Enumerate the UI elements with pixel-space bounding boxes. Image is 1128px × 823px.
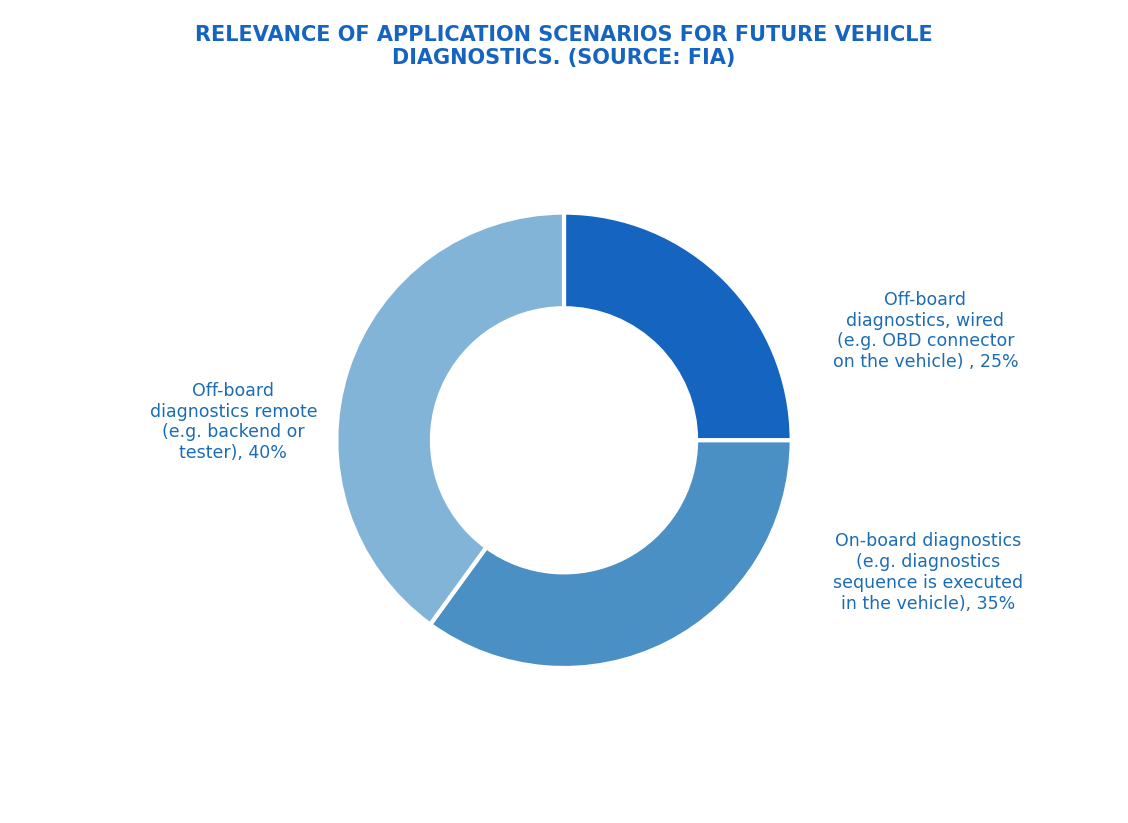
Title: RELEVANCE OF APPLICATION SCENARIOS FOR FUTURE VEHICLE
DIAGNOSTICS. (SOURCE: FIA): RELEVANCE OF APPLICATION SCENARIOS FOR F… (195, 25, 933, 68)
Text: On-board diagnostics
(e.g. diagnostics
sequence is executed
in the vehicle), 35%: On-board diagnostics (e.g. diagnostics s… (832, 532, 1023, 612)
Text: Off-board
diagnostics, wired
(e.g. OBD connector
on the vehicle) , 25%: Off-board diagnostics, wired (e.g. OBD c… (832, 291, 1019, 371)
Wedge shape (336, 212, 564, 625)
Wedge shape (564, 212, 792, 440)
Wedge shape (430, 440, 792, 668)
Text: Off-board
diagnostics remote
(e.g. backend or
tester), 40%: Off-board diagnostics remote (e.g. backe… (150, 382, 317, 463)
